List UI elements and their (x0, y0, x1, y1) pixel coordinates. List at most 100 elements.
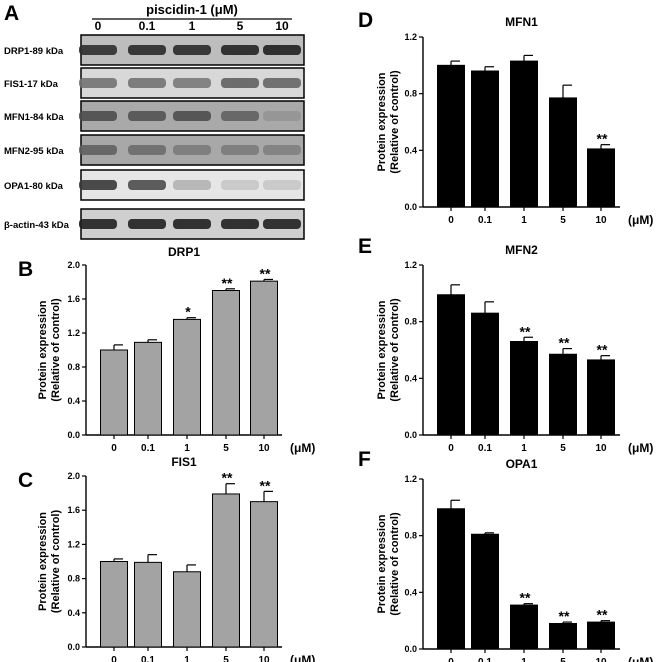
y-tick-label: 0.8 (404, 531, 417, 541)
x-tick-label: 5 (560, 215, 566, 226)
x-tick-label: 1 (184, 443, 190, 454)
y-tick-label: 1.2 (67, 328, 80, 338)
y-axis-label: Protein expression(Relative of control) (376, 70, 401, 174)
panel-label: F (358, 448, 371, 471)
y-axis-label-line: (Relative of control) (389, 70, 401, 174)
blot-row-label: DRP1-89 kDa (4, 46, 64, 57)
significance-marker: ** (597, 342, 608, 358)
blot-band (221, 145, 259, 155)
chart-title: MFN2 (505, 243, 538, 257)
x-unit-label: (μM) (628, 213, 653, 227)
panel-label: C (18, 469, 33, 492)
blot-row-label: FIS1-17 kDa (4, 79, 59, 90)
y-axis-label: Protein expression(Relative of control) (37, 298, 62, 402)
y-tick-label: 1.2 (67, 539, 80, 549)
bar (549, 353, 577, 436)
x-tick-label: 10 (258, 655, 270, 662)
chart-panel-drp1: B DRP1 Protein expression(Relative of cont… (18, 245, 315, 455)
y-tick-label: 0.4 (404, 587, 417, 597)
chart-panel-mfn1: D MFN1 Protein expression(Relative of cont… (358, 9, 653, 227)
concentration-label: 0 (95, 19, 102, 33)
significance-marker: ** (597, 607, 608, 623)
y-tick-label: 0.0 (404, 430, 417, 440)
significance-marker: ** (520, 323, 531, 339)
blot-band (221, 180, 259, 190)
y-tick-label: 0.4 (67, 396, 80, 406)
x-tick-label: 1 (184, 655, 190, 662)
bar (134, 561, 162, 648)
y-axis-label: Protein expression(Relative of control) (376, 298, 401, 402)
concentration-label: 1 (189, 19, 196, 33)
blot-band (173, 180, 211, 190)
significance-marker: * (185, 304, 191, 320)
chart-title: OPA1 (506, 457, 538, 471)
blot-row-label: MFN1-84 kDa (4, 112, 64, 123)
x-tick-label: 1 (521, 215, 527, 226)
y-axis-label-line: Protein expression (376, 300, 388, 399)
y-tick-label: 0.0 (67, 430, 80, 440)
x-tick-label: 0 (448, 215, 454, 226)
blot-band (79, 78, 117, 88)
panel-label: E (358, 235, 372, 258)
chart-panel-opa1: F OPA1 Protein expression(Relative of cont… (358, 448, 653, 662)
blot-band (221, 45, 259, 55)
blot-band (263, 180, 301, 190)
chart-panel-fis1: C FIS1 Protein expression(Relative of cont… (18, 455, 315, 662)
x-tick-label: 0.1 (478, 443, 492, 454)
y-tick-label: 1.6 (67, 294, 80, 304)
western-blot-panel: A piscidin-1 (μM) 0 0.1 1 5 10 DRP1-89 kDa FI… (4, 2, 305, 240)
blot-band (79, 219, 117, 229)
blot-band (263, 219, 301, 229)
x-tick-label: 0.1 (141, 655, 155, 662)
blot-band (263, 111, 301, 121)
y-axis-label-line: Protein expression (37, 512, 49, 611)
bar (471, 70, 499, 208)
concentration-label: 5 (237, 19, 244, 33)
bar (100, 349, 128, 436)
concentration-label: 0.1 (139, 19, 156, 33)
bar (587, 148, 615, 208)
blot-rows: DRP1-89 kDa FIS1-17 kDa MFN1-84 kDa MFN2-95… (4, 34, 305, 240)
blot-band (173, 111, 211, 121)
blot-band (221, 111, 259, 121)
x-tick-label: 0 (448, 657, 454, 662)
blot-band (263, 145, 301, 155)
significance-marker: ** (222, 275, 233, 291)
y-tick-label: 0.8 (404, 89, 417, 99)
x-tick-label: 0 (111, 655, 117, 662)
y-tick-label: 2.0 (67, 260, 80, 270)
y-tick-label: 2.0 (67, 471, 80, 481)
significance-marker: ** (559, 335, 570, 351)
bar (212, 290, 240, 436)
x-unit-label: (μM) (290, 653, 315, 662)
bar (250, 501, 278, 648)
y-axis-label-line: (Relative of control) (389, 512, 401, 616)
y-axis-label-line: (Relative of control) (50, 510, 62, 614)
bar (587, 621, 615, 650)
blot-band (79, 145, 117, 155)
x-tick-label: 5 (223, 443, 229, 454)
bar (437, 508, 465, 650)
chart-title: FIS1 (171, 455, 197, 469)
y-tick-label: 1.2 (404, 474, 417, 484)
blot-band (79, 111, 117, 121)
y-tick-label: 1.6 (67, 505, 80, 515)
blot-band (79, 180, 117, 190)
x-tick-label: 0.1 (141, 443, 155, 454)
panel-label-a: A (4, 2, 19, 25)
x-tick-label: 0.1 (478, 657, 492, 662)
blot-band (128, 111, 166, 121)
bar (587, 359, 615, 436)
bar (212, 493, 240, 648)
y-axis-label-line: (Relative of control) (389, 298, 401, 402)
treatment-label: piscidin-1 (μM) (146, 2, 238, 17)
bar (471, 312, 499, 436)
y-tick-label: 0.0 (404, 644, 417, 654)
chart-panel-mfn2: E MFN2 Protein expression(Relative of cont… (358, 235, 653, 455)
x-tick-label: 5 (560, 443, 566, 454)
bar (510, 60, 538, 208)
panel-label: D (358, 9, 373, 32)
significance-marker: ** (260, 477, 271, 493)
x-tick-label: 1 (521, 443, 527, 454)
x-tick-label: 10 (595, 443, 607, 454)
